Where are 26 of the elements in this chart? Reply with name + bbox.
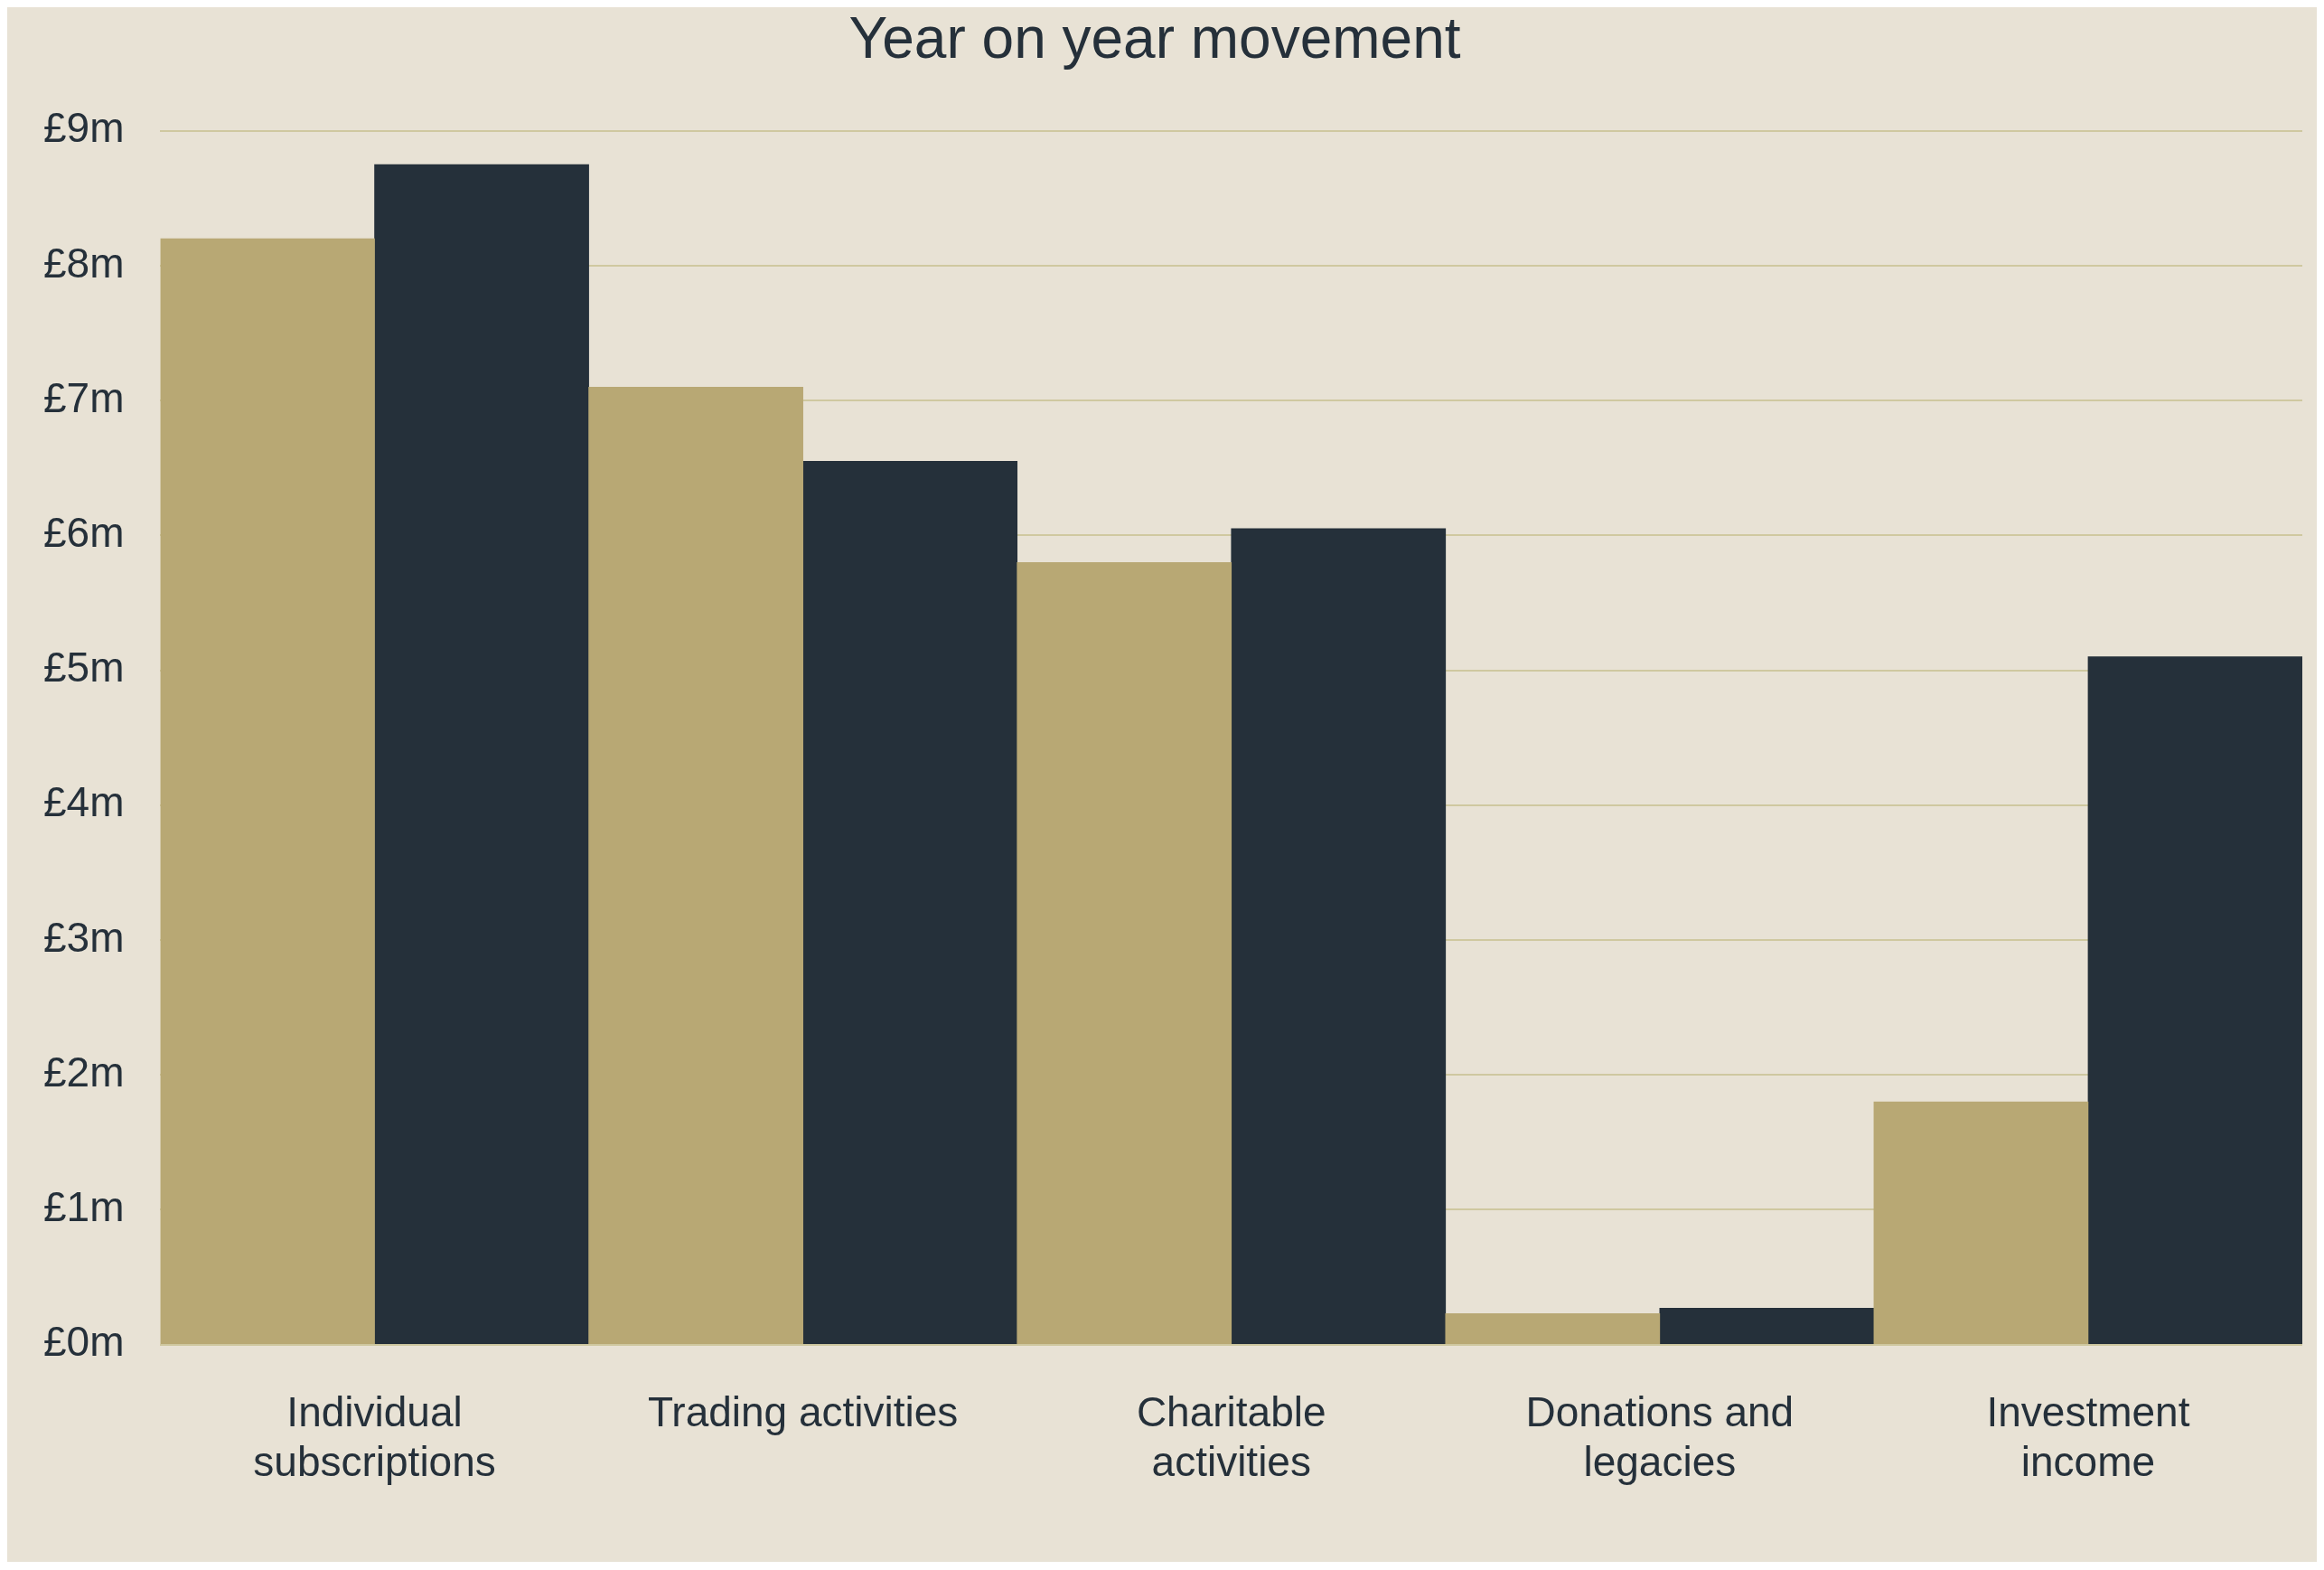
bar (1231, 528, 1447, 1344)
y-tick-label: £1m (43, 1183, 125, 1231)
chart-title: Year on year movement (848, 5, 1461, 71)
y-tick-label: £7m (43, 373, 125, 421)
y-tick-label: £5m (43, 644, 125, 691)
bar (1659, 1307, 1875, 1344)
y-tick-label: £0m (43, 1318, 125, 1366)
x-tick-label: Charitable activities (1136, 1387, 1326, 1486)
bar (1017, 561, 1232, 1344)
y-tick-label: £6m (43, 509, 125, 557)
y-tick-label: £3m (43, 913, 125, 961)
x-tick-label: Trading activities (647, 1387, 959, 1435)
y-tick-label: £8m (43, 239, 125, 287)
bar (588, 386, 803, 1344)
y-tick-label: £9m (43, 104, 125, 152)
bar (1873, 1101, 2089, 1344)
bar (802, 461, 1018, 1344)
bar (374, 164, 589, 1344)
bar (160, 238, 375, 1344)
bar (2087, 656, 2302, 1344)
x-tick-label: Individual subscriptions (253, 1387, 496, 1486)
y-tick-label: £2m (43, 1048, 125, 1095)
bar (1445, 1312, 1661, 1344)
y-tick-label: £4m (43, 778, 125, 826)
x-tick-label: Investment income (1986, 1387, 2190, 1486)
x-tick-label: Donations and legacies (1525, 1387, 1795, 1486)
